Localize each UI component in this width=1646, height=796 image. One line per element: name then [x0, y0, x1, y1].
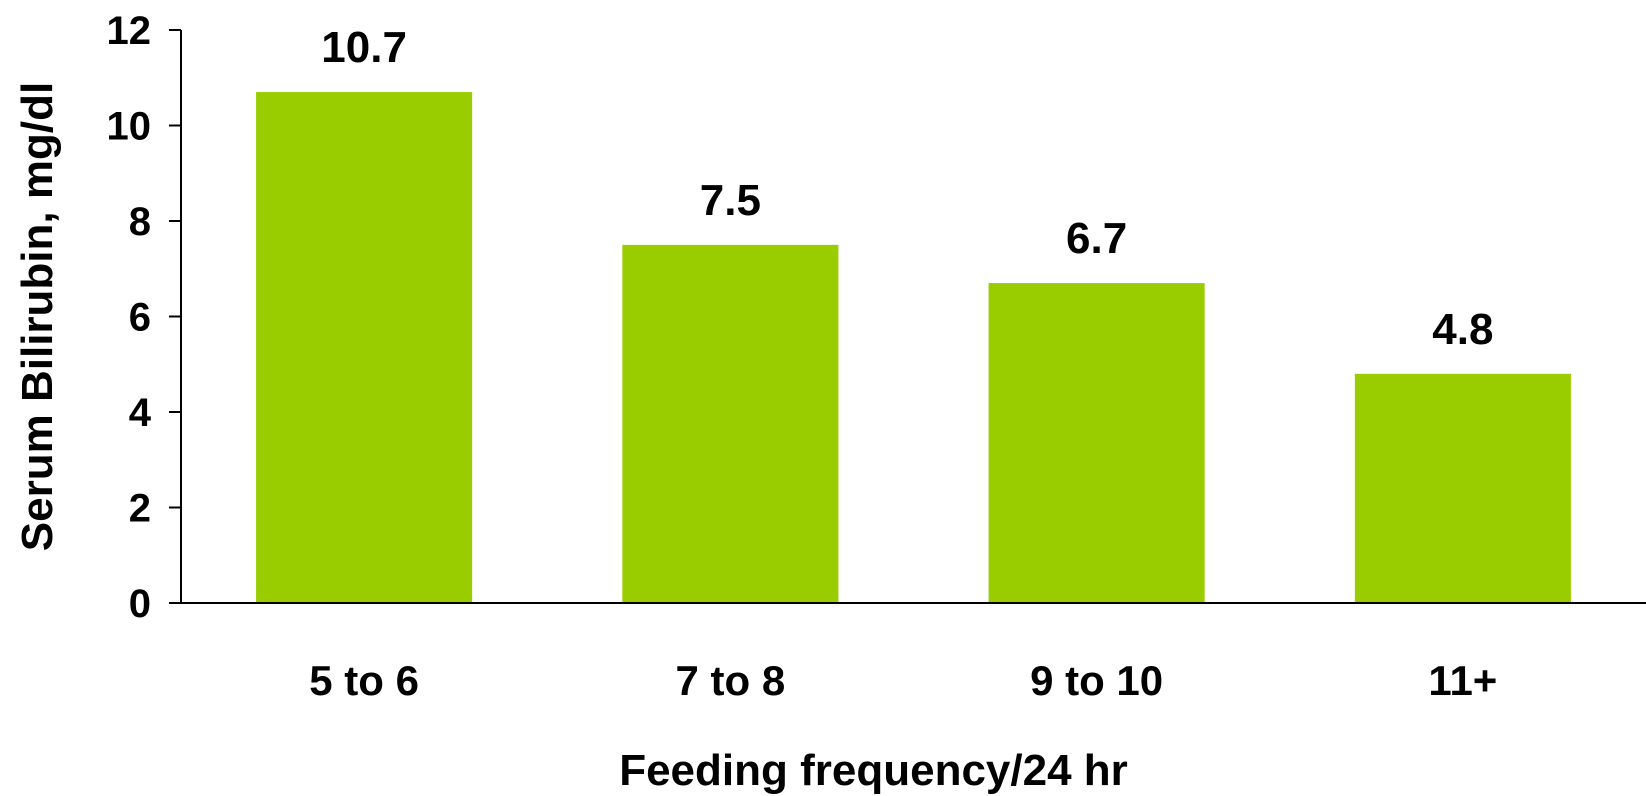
- y-tick-label: 10: [107, 105, 152, 149]
- data-label: 4.8: [1432, 305, 1493, 354]
- x-axis-title: Feeding frequency/24 hr: [619, 746, 1128, 795]
- bar: [256, 92, 473, 603]
- y-tick-label: 2: [129, 487, 151, 531]
- y-tick-label: 8: [129, 200, 151, 244]
- x-category-label: 9 to 10: [1030, 657, 1163, 704]
- bar: [988, 283, 1205, 603]
- bar: [622, 244, 839, 603]
- bars-group: [256, 92, 1571, 603]
- data-labels-group: 10.7 7.5 6.7 4.8: [321, 23, 1493, 354]
- x-category-label: 5 to 6: [309, 657, 419, 704]
- data-label: 10.7: [321, 23, 407, 72]
- y-tick-label: 6: [129, 296, 151, 340]
- data-label: 6.7: [1066, 214, 1127, 263]
- bar: [1354, 373, 1571, 603]
- y-tick-label: 4: [129, 391, 152, 435]
- y-tick-label: 12: [107, 9, 152, 53]
- x-category-label: 11+: [1428, 657, 1497, 704]
- y-ticks-group: 0 2 4 6 8 10 12: [107, 9, 181, 626]
- x-category-label: 7 to 8: [676, 657, 786, 704]
- y-axis-title: Serum Bilirubin, mg/dl: [13, 82, 62, 551]
- category-labels-group: 5 to 6 7 to 8 9 to 10 11+: [309, 657, 1497, 704]
- y-tick-label: 0: [129, 582, 151, 626]
- data-label: 7.5: [700, 176, 761, 225]
